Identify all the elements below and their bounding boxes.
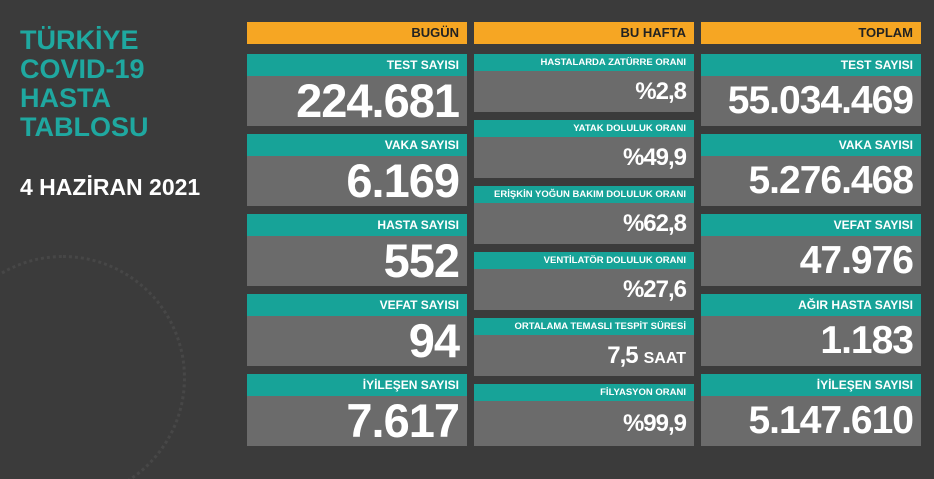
card-value: 55.034.469 — [701, 76, 921, 126]
card-value: 94 — [247, 316, 467, 366]
date: 4 HAZİRAN 2021 — [20, 174, 201, 200]
card-value: %49,9 — [474, 137, 694, 178]
card-value: 552 — [247, 236, 467, 286]
card-label: TEST SAYISI — [247, 54, 467, 76]
card-label: VEFAT SAYISI — [247, 294, 467, 316]
card-label: VAKA SAYISI — [247, 134, 467, 156]
card-value: %99,9 — [474, 401, 694, 446]
card-value: 6.169 — [247, 156, 467, 206]
value-text: %62,8 — [622, 210, 687, 237]
card-value: 1.183 — [701, 316, 921, 366]
column-header: BUGÜN — [247, 22, 467, 44]
card-label: VAKA SAYISI — [701, 134, 921, 156]
card-label: TEST SAYISI — [701, 54, 921, 76]
card-value: 5.276.468 — [701, 156, 921, 206]
card-label: ORTALAMA TEMASLI TESPİT SÜRESİ — [474, 318, 694, 335]
card-value: 224.681 — [247, 76, 467, 126]
value-text: %27,6 — [622, 276, 687, 303]
card-label: İYİLEŞEN SAYISI — [247, 374, 467, 396]
card-label: ERİŞKİN YOĞUN BAKIM DOLULUK ORANI — [474, 186, 694, 203]
card-value: 5.147.610 — [701, 396, 921, 446]
column-header: BU HAFTA — [474, 22, 694, 44]
card-label: FİLYASYON ORANI — [474, 384, 694, 401]
card-label: YATAK DOLULUK ORANI — [474, 120, 694, 137]
card-value: %27,6 — [474, 269, 694, 310]
value-unit: SAAT — [643, 350, 686, 367]
card-value: 7,5 SAAT — [474, 335, 694, 376]
card-label: VEFAT SAYISI — [701, 214, 921, 236]
card-label: HASTALARDA ZATÜRRE ORANI — [474, 54, 694, 71]
value-text: %49,9 — [622, 144, 687, 171]
value-text: %99,9 — [622, 410, 687, 437]
card-label: HASTA SAYISI — [247, 214, 467, 236]
title-line: TÜRKİYE — [20, 25, 139, 55]
card-label: VENTİLATÖR DOLULUK ORANI — [474, 252, 694, 269]
value-text: %2,8 — [635, 78, 687, 105]
emblem — [0, 255, 186, 479]
card-value: %62,8 — [474, 203, 694, 244]
card-value: %2,8 — [474, 71, 694, 112]
title-line: HASTA — [20, 83, 111, 113]
card-value: 7.617 — [247, 396, 467, 446]
card-value: 47.976 — [701, 236, 921, 286]
value-text: 7,5 — [607, 342, 638, 369]
card-label: AĞIR HASTA SAYISI — [701, 294, 921, 316]
column-header: TOPLAM — [701, 22, 921, 44]
card-label: İYİLEŞEN SAYISI — [701, 374, 921, 396]
title-line: TABLOSU — [20, 112, 149, 142]
title-line: COVID-19 — [20, 54, 145, 84]
